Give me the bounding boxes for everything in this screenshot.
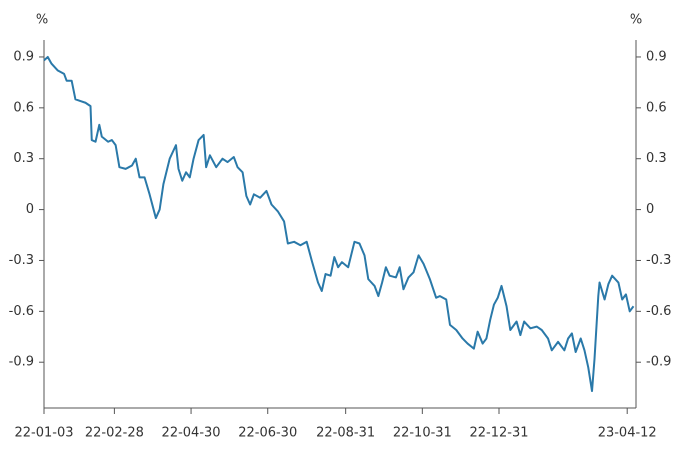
x-tick-label: 22-10-31 [393,426,452,441]
x-tick-label: 22-08-31 [316,426,375,441]
y-tick-label: 0.6 [13,100,34,115]
y-tick-label: 0.9 [13,49,34,64]
y2-tick-label: 0.3 [646,151,667,166]
x-tick-label: 22-04-30 [162,426,221,441]
y-tick-label: -0.6 [9,304,34,319]
y-axis-label: % [36,13,48,28]
y-tick-label: 0.3 [13,151,34,166]
x-tick-label: 22-06-30 [238,426,297,441]
y2-tick-label: -0.6 [646,304,671,319]
y2-tick-label: -0.3 [646,253,671,268]
x-tick-label: 22-12-31 [469,426,528,441]
y2-tick-label: 0.9 [646,49,667,64]
y-tick-label: -0.3 [9,253,34,268]
y-tick-label: -0.9 [9,355,34,370]
x-tick-label: 22-02-28 [85,426,144,441]
y2-tick-label: 0 [646,202,654,217]
y-tick-label: 0 [26,202,34,217]
y2-tick-label: 0.6 [646,100,667,115]
y2-tick-label: -0.9 [646,355,671,370]
x-tick-label: 22-01-03 [14,426,73,441]
data-line [43,55,635,393]
x-tick-label: 23-04-12 [598,426,657,441]
y2-axis-label: % [630,13,642,28]
